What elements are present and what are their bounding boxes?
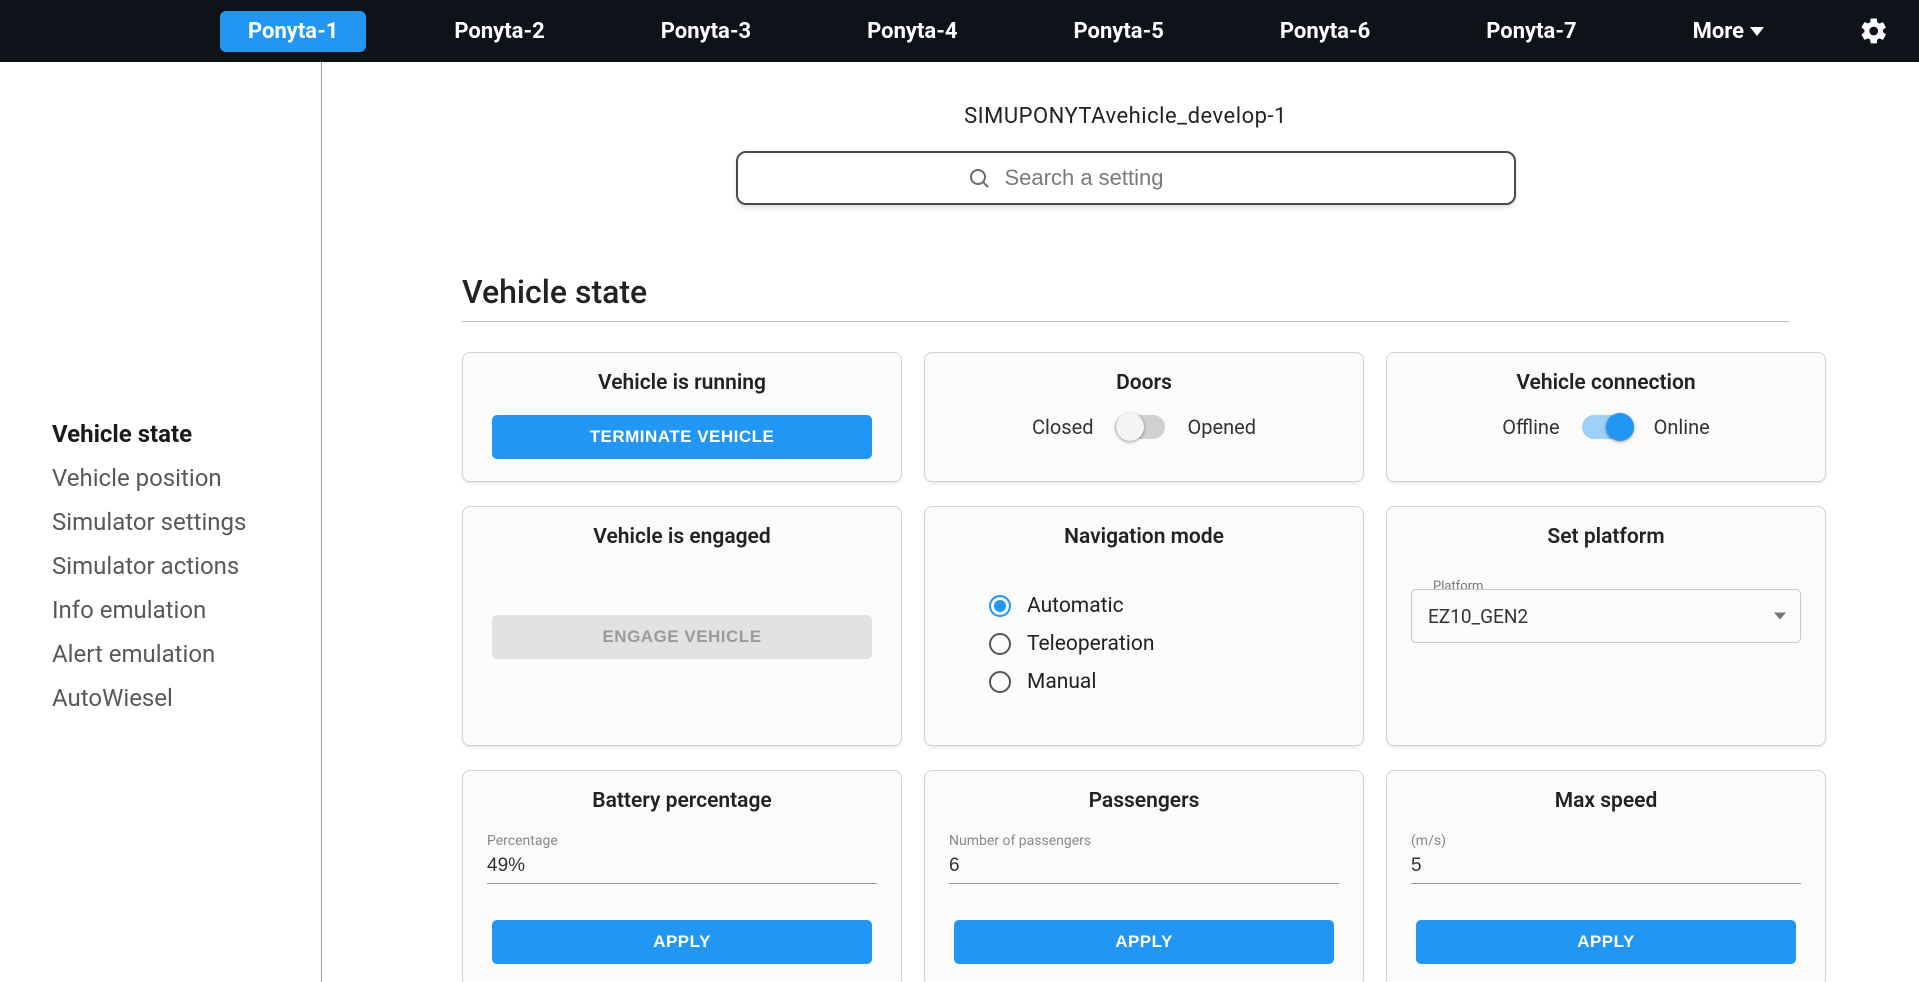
- sidebar-item-simulator-settings[interactable]: Simulator settings: [52, 500, 321, 544]
- sidebar-item-info-emulation[interactable]: Info emulation: [52, 588, 321, 632]
- sidebar-item-simulator-actions[interactable]: Simulator actions: [52, 544, 321, 588]
- card-doors: Doors Closed Opened: [924, 352, 1364, 482]
- battery-input[interactable]: [487, 855, 877, 884]
- card-title: Set platform: [1411, 525, 1801, 549]
- tab-more[interactable]: More: [1665, 11, 1792, 52]
- passengers-input[interactable]: [949, 855, 1339, 884]
- card-grid: Vehicle is running TERMINATE VEHICLE Doo…: [462, 352, 1789, 982]
- sidebar-item-alert-emulation[interactable]: Alert emulation: [52, 632, 321, 676]
- tab-ponyta-4[interactable]: Ponyta-4: [839, 11, 985, 52]
- max-speed-input[interactable]: [1411, 855, 1801, 884]
- card-title: Doors: [949, 371, 1339, 395]
- tab-ponyta-2[interactable]: Ponyta-2: [426, 11, 572, 52]
- card-vehicle-engaged: Vehicle is engaged ENGAGE VEHICLE: [462, 506, 902, 746]
- nav-mode-option-automatic[interactable]: Automatic: [989, 587, 1339, 625]
- engage-vehicle-button: ENGAGE VEHICLE: [492, 615, 872, 659]
- search-input[interactable]: [1005, 165, 1285, 191]
- radio-label: Teleoperation: [1027, 632, 1154, 656]
- tab-more-label: More: [1693, 19, 1744, 44]
- battery-apply-button[interactable]: APPLY: [492, 920, 872, 964]
- connection-online-label: Online: [1654, 415, 1710, 439]
- card-title: Vehicle is engaged: [487, 525, 877, 549]
- chevron-down-icon: [1750, 27, 1764, 36]
- card-title: Battery percentage: [487, 789, 877, 813]
- sidebar: Vehicle state Vehicle position Simulator…: [0, 62, 322, 982]
- card-title: Max speed: [1411, 789, 1801, 813]
- card-title: Vehicle is running: [487, 371, 877, 395]
- card-vehicle-running: Vehicle is running TERMINATE VEHICLE: [462, 352, 902, 482]
- tab-ponyta-1[interactable]: Ponyta-1: [220, 11, 366, 52]
- card-vehicle-connection: Vehicle connection Offline Online: [1386, 352, 1826, 482]
- radio-icon: [989, 633, 1011, 655]
- radio-icon: [989, 595, 1011, 617]
- tab-ponyta-5[interactable]: Ponyta-5: [1046, 11, 1192, 52]
- doors-opened-label: Opened: [1187, 415, 1256, 439]
- platform-select-value: EZ10_GEN2: [1428, 605, 1528, 628]
- search-bar[interactable]: [736, 151, 1516, 205]
- main-content: SIMUPONYTAvehicle_develop-1 Vehicle stat…: [322, 62, 1919, 982]
- connection-offline-label: Offline: [1502, 415, 1559, 439]
- nav-mode-option-teleoperation[interactable]: Teleoperation: [989, 625, 1339, 663]
- passengers-apply-button[interactable]: APPLY: [954, 920, 1334, 964]
- doors-toggle[interactable]: [1115, 415, 1165, 439]
- sidebar-item-vehicle-state[interactable]: Vehicle state: [52, 412, 321, 456]
- card-navigation-mode: Navigation mode Automatic Teleoperation …: [924, 506, 1364, 746]
- page-subtitle: SIMUPONYTAvehicle_develop-1: [462, 104, 1789, 129]
- sidebar-item-autowiesel[interactable]: AutoWiesel: [52, 676, 321, 720]
- chevron-down-icon: [1774, 613, 1786, 620]
- card-passengers: Passengers Number of passengers APPLY: [924, 770, 1364, 982]
- battery-field-label: Percentage: [487, 833, 877, 849]
- platform-select[interactable]: EZ10_GEN2: [1411, 589, 1801, 643]
- radio-icon: [989, 671, 1011, 693]
- doors-closed-label: Closed: [1032, 415, 1094, 439]
- card-battery-percentage: Battery percentage Percentage APPLY: [462, 770, 902, 982]
- radio-label: Manual: [1027, 670, 1096, 694]
- max-speed-apply-button[interactable]: APPLY: [1416, 920, 1796, 964]
- sidebar-item-vehicle-position[interactable]: Vehicle position: [52, 456, 321, 500]
- card-title: Vehicle connection: [1411, 371, 1801, 395]
- radio-label: Automatic: [1027, 594, 1124, 618]
- section-divider: [462, 321, 1789, 322]
- tab-ponyta-6[interactable]: Ponyta-6: [1252, 11, 1398, 52]
- connection-toggle[interactable]: [1582, 415, 1632, 439]
- max-speed-field-label: (m/s): [1411, 833, 1801, 849]
- card-title: Navigation mode: [949, 525, 1339, 549]
- gear-icon: [1859, 16, 1889, 46]
- card-set-platform: Set platform Platform EZ10_GEN2: [1386, 506, 1826, 746]
- card-max-speed: Max speed (m/s) APPLY: [1386, 770, 1826, 982]
- passengers-field-label: Number of passengers: [949, 833, 1339, 849]
- card-title: Passengers: [949, 789, 1339, 813]
- settings-button[interactable]: [1859, 16, 1889, 46]
- terminate-vehicle-button[interactable]: TERMINATE VEHICLE: [492, 415, 872, 459]
- tab-ponyta-7[interactable]: Ponyta-7: [1458, 11, 1604, 52]
- tab-ponyta-3[interactable]: Ponyta-3: [633, 11, 779, 52]
- topbar: Ponyta-1 Ponyta-2 Ponyta-3 Ponyta-4 Pony…: [0, 0, 1919, 62]
- search-icon: [967, 166, 991, 190]
- nav-mode-option-manual[interactable]: Manual: [989, 663, 1339, 701]
- section-title: Vehicle state: [462, 273, 1789, 311]
